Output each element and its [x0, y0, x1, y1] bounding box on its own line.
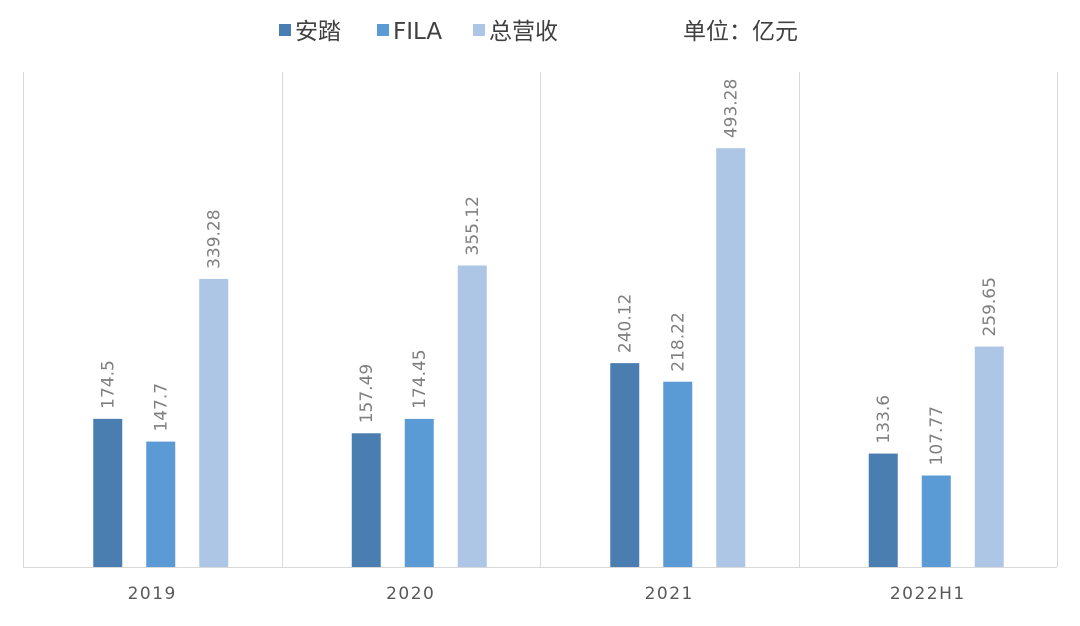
bar — [868, 453, 898, 567]
legend-swatch — [279, 24, 291, 36]
x-tick-label: 2021 — [645, 584, 694, 604]
data-label: 339.28 — [205, 209, 225, 268]
legend-label: FILA — [393, 19, 442, 45]
x-tick-label: 2019 — [128, 584, 177, 604]
data-label: 259.65 — [980, 277, 1000, 336]
bar — [146, 441, 176, 567]
bar — [351, 433, 381, 567]
bar — [921, 475, 951, 567]
legend-label: 安踏 — [295, 19, 341, 45]
bar — [716, 148, 746, 567]
data-label: 107.77 — [927, 406, 947, 465]
data-label: 147.7 — [152, 383, 172, 432]
bars — [93, 148, 1004, 567]
data-label: 355.12 — [463, 196, 483, 255]
x-tick-label: 2020 — [386, 584, 435, 604]
unit-label: 单位：亿元 — [683, 19, 798, 45]
legend-swatch — [377, 24, 389, 36]
data-label: 218.22 — [669, 312, 689, 371]
data-label: 133.6 — [874, 395, 894, 444]
legend-label: 总营收 — [489, 19, 558, 45]
data-label: 240.12 — [616, 294, 636, 353]
bar — [199, 278, 229, 567]
legend-swatch — [473, 24, 485, 36]
chart-frame — [23, 72, 1058, 567]
bar — [457, 265, 487, 567]
data-label: 157.49 — [357, 364, 377, 423]
data-label: 174.45 — [410, 349, 430, 408]
legend: 安踏 FILA 总营收 单位：亿元 — [279, 19, 798, 45]
x-tick-label: 2022H1 — [890, 584, 966, 604]
data-labels: 174.5 147.7 339.28 157.49 174.45 355.12 240.12… — [99, 79, 1001, 466]
bar — [974, 346, 1004, 567]
bar — [93, 418, 123, 567]
data-label: 493.28 — [722, 79, 742, 138]
x-axis: 2019 2020 2021 2022H1 — [23, 567, 1057, 604]
bar — [610, 363, 640, 567]
bar — [404, 418, 434, 567]
bar — [663, 381, 693, 567]
data-label: 174.5 — [99, 360, 119, 409]
